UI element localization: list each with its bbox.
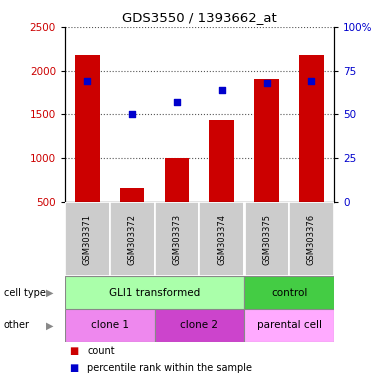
Bar [155,202,200,276]
Bar [244,202,289,276]
Bar [75,55,100,202]
Bar [165,158,189,202]
Bar [65,202,110,276]
Bar [200,202,244,276]
Text: clone 1: clone 1 [91,320,129,331]
Text: GSM303376: GSM303376 [307,214,316,265]
Point [309,78,315,84]
Point [219,87,225,93]
Text: ■: ■ [69,362,78,373]
Bar [244,309,334,342]
Bar [110,202,155,276]
Text: ▶: ▶ [46,320,54,331]
Text: GLI1 transformed: GLI1 transformed [109,288,200,298]
Bar [65,276,244,309]
Text: percentile rank within the sample: percentile rank within the sample [87,362,252,373]
Title: GDS3550 / 1393662_at: GDS3550 / 1393662_at [122,11,277,24]
Text: clone 2: clone 2 [180,320,219,331]
Bar [255,79,279,202]
Text: GSM303373: GSM303373 [173,214,181,265]
Bar [120,189,144,202]
Bar [244,276,334,309]
Point [264,80,270,86]
Text: GSM303374: GSM303374 [217,214,226,265]
Text: cell type: cell type [4,288,46,298]
Point [84,78,90,84]
Text: other: other [4,320,30,331]
Bar [289,202,334,276]
Text: GSM303372: GSM303372 [128,214,137,265]
Text: GSM303371: GSM303371 [83,214,92,265]
Bar [210,120,234,202]
Text: ▶: ▶ [46,288,54,298]
Text: control: control [271,288,307,298]
Text: count: count [87,346,115,356]
Point [174,99,180,105]
Bar [65,309,155,342]
Text: parental cell: parental cell [257,320,322,331]
Bar [155,309,244,342]
Text: ■: ■ [69,346,78,356]
Bar [299,55,324,202]
Text: GSM303375: GSM303375 [262,214,271,265]
Point [129,111,135,118]
